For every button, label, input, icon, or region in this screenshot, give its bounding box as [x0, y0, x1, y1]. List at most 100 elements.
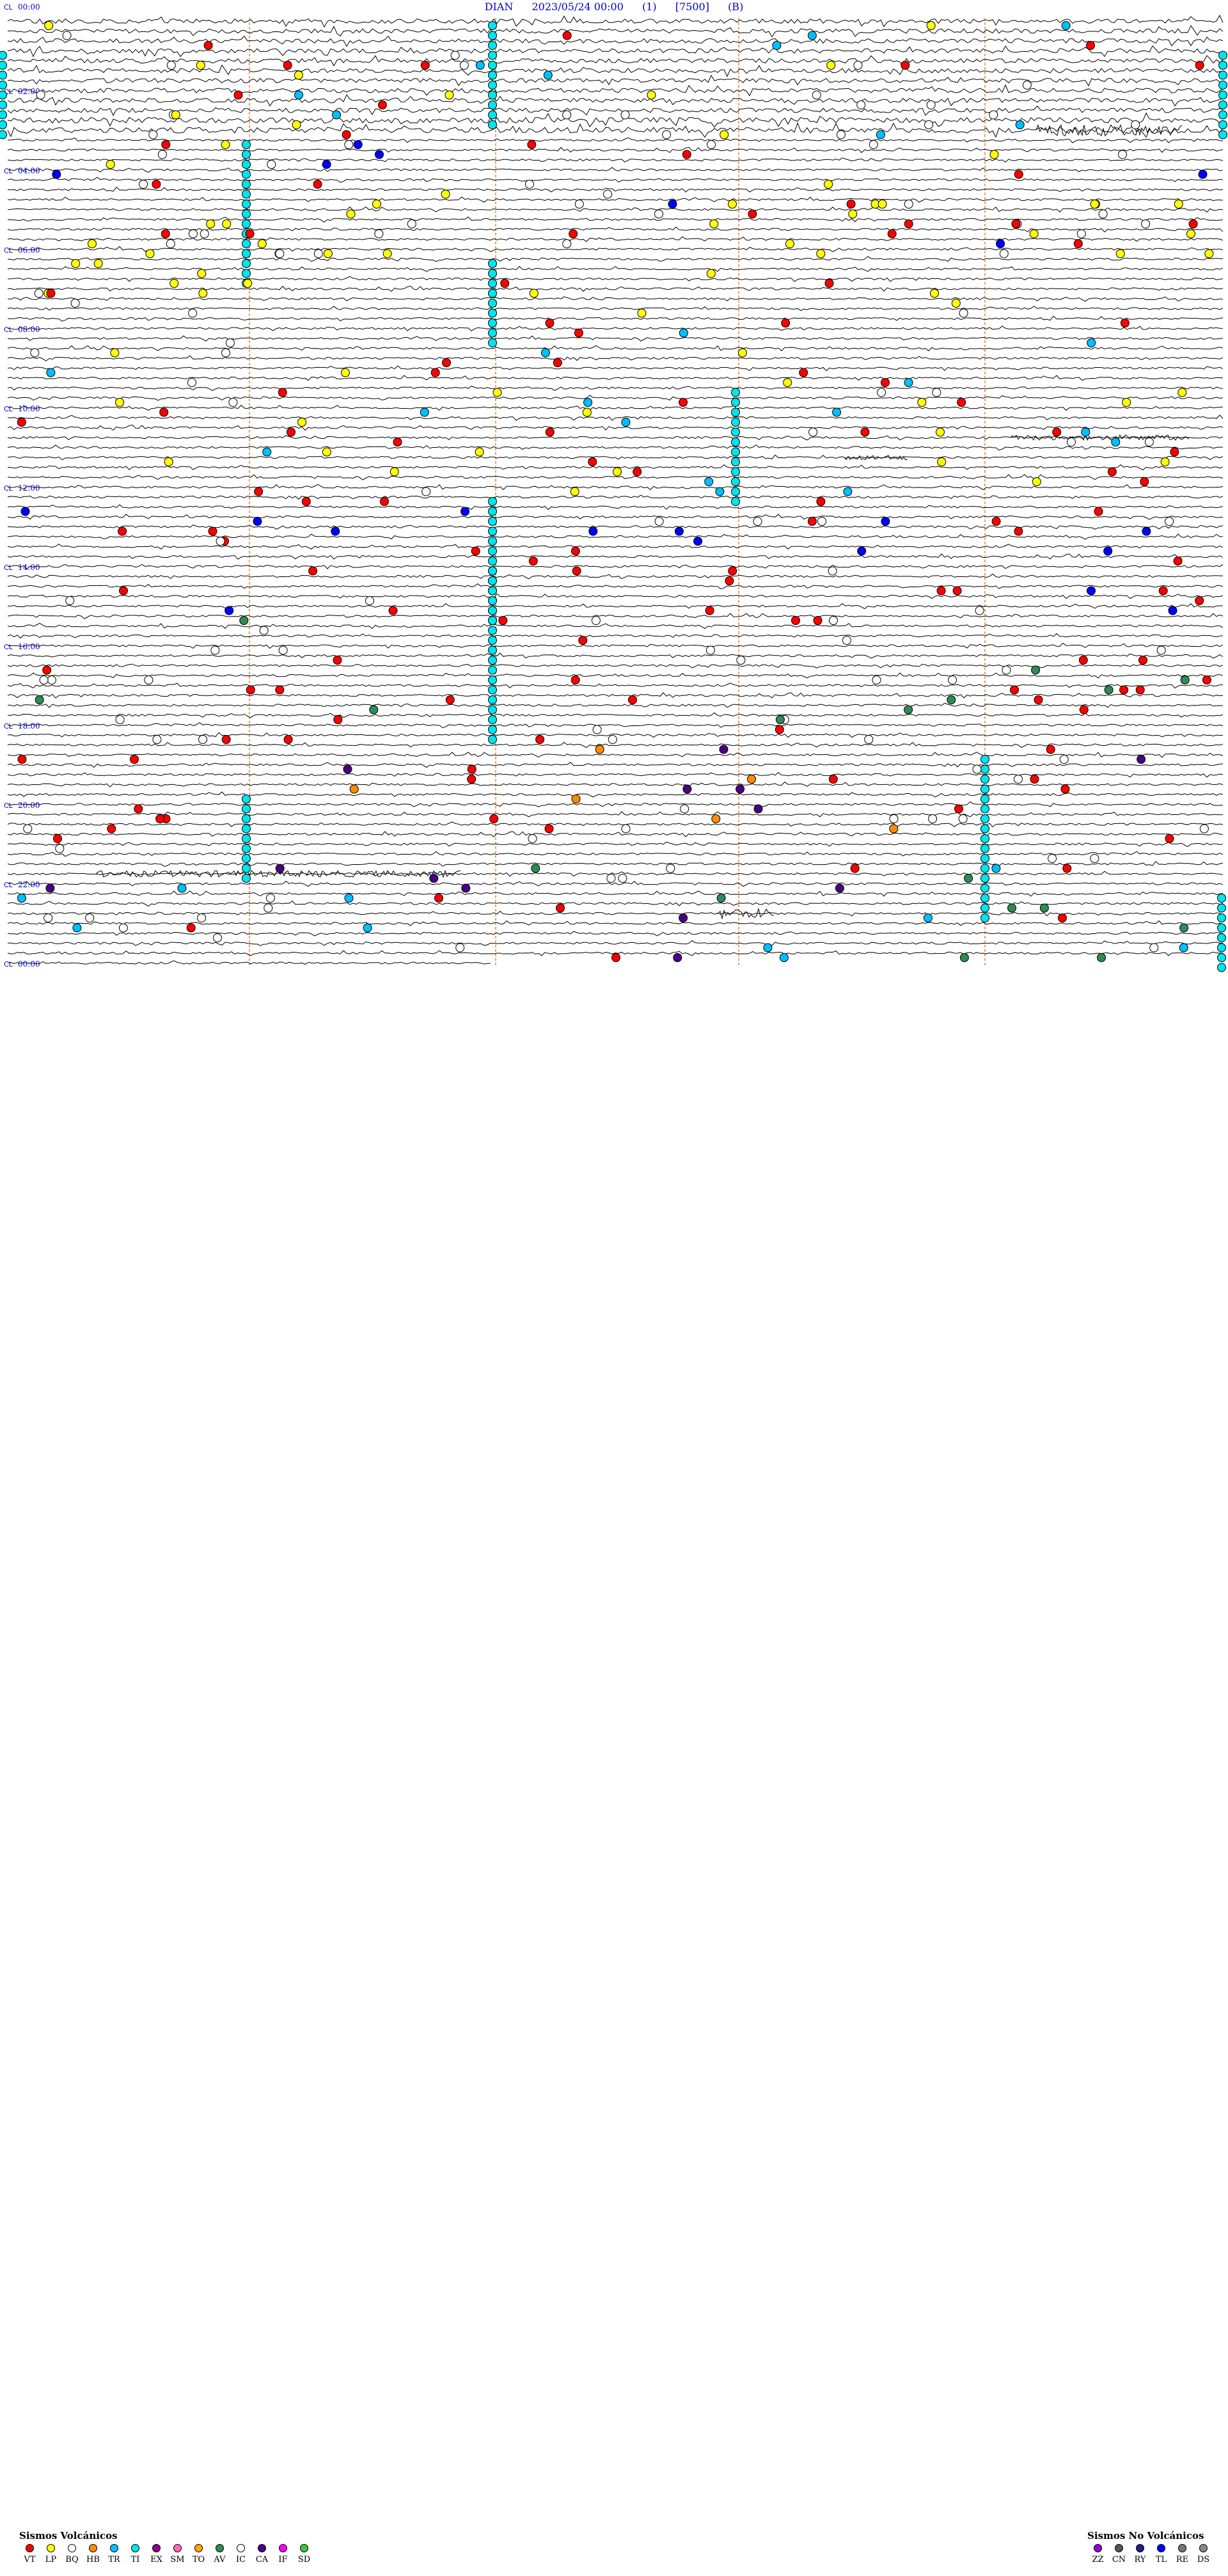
event-marker-ti	[731, 497, 740, 506]
event-marker-ti	[242, 200, 251, 209]
event-marker-vt	[393, 438, 402, 446]
event-marker-bq	[39, 676, 49, 684]
event-marker-bq	[812, 90, 821, 100]
event-marker-bq	[999, 249, 1009, 258]
legend-swatch	[300, 2544, 308, 2552]
event-marker-ti	[488, 636, 497, 645]
legend-label: TR	[108, 2555, 120, 2564]
event-marker-lp	[917, 398, 927, 407]
event-marker-ti	[242, 814, 251, 823]
event-marker-ti	[0, 81, 7, 90]
event-marker-bq	[200, 229, 209, 239]
event-marker-ti	[1218, 51, 1227, 60]
event-marker-bq	[267, 160, 276, 169]
event-marker-bq	[836, 130, 846, 139]
legend-volcanic: Sismos Volcánicos VT LP BQ HB TR TI EX SM TO AV IC…	[19, 2530, 315, 2564]
event-marker-ti	[1218, 81, 1227, 90]
event-marker-tr	[1111, 438, 1121, 446]
event-marker-bq	[197, 913, 207, 922]
event-marker-bq	[228, 398, 238, 407]
trace-line	[7, 335, 1224, 342]
legend-item-ex: EX	[146, 2544, 167, 2564]
event-marker-vt	[186, 923, 196, 933]
event-marker-lp	[1160, 457, 1170, 466]
event-marker-vt	[1120, 319, 1130, 328]
event-marker-ti	[242, 864, 251, 873]
event-marker-vt	[553, 358, 562, 367]
legend-label: IF	[278, 2555, 288, 2564]
trace-line	[7, 860, 1224, 867]
event-marker-bq	[591, 616, 601, 625]
event-marker-tl	[857, 546, 867, 556]
event-marker-ti	[980, 784, 989, 794]
event-marker-lp	[1177, 388, 1187, 397]
event-marker-vt	[850, 864, 860, 873]
event-marker-ti	[731, 418, 740, 427]
event-marker-vt	[130, 755, 139, 764]
event-marker-vt	[556, 903, 565, 913]
legend-label: RE	[1176, 2555, 1189, 2564]
trace-line	[7, 285, 1224, 292]
trace-line	[7, 652, 1224, 659]
event-marker-bq	[1090, 854, 1099, 863]
trace-line	[7, 226, 1224, 233]
event-marker-ca	[736, 784, 745, 794]
event-marker-lp	[169, 279, 179, 288]
trace-line	[7, 246, 1224, 253]
event-marker-tl	[674, 526, 684, 536]
event-marker-vt	[1158, 586, 1168, 596]
event-marker-ti	[1217, 894, 1226, 903]
event-marker-ca	[275, 864, 285, 873]
event-marker-bq	[904, 200, 913, 209]
event-marker-vt	[957, 398, 966, 407]
event-marker-tr	[807, 31, 817, 40]
event-marker-ti	[980, 903, 989, 913]
event-marker-bq	[152, 735, 162, 744]
trace-line	[7, 900, 1224, 907]
event-marker-vt	[500, 279, 510, 288]
title-datetime: 2023/05/24 00:00	[531, 1, 624, 13]
event-marker-tl	[693, 537, 703, 546]
event-marker-av	[1180, 676, 1190, 684]
event-marker-bq	[43, 913, 53, 922]
event-marker-ti	[488, 725, 497, 734]
event-marker-lp	[115, 398, 125, 407]
legend-swatch	[1157, 2544, 1165, 2552]
event-marker-ti	[488, 328, 497, 338]
trace-line	[7, 256, 1224, 262]
event-marker-vt	[377, 100, 387, 109]
trace-line	[7, 106, 1224, 116]
legend-label: EX	[150, 2555, 162, 2564]
event-marker-bq	[139, 180, 148, 189]
event-marker-vt	[904, 219, 913, 228]
legend-item-lp: LP	[40, 2544, 61, 2564]
event-marker-vt	[471, 546, 480, 556]
event-marker-ti	[242, 150, 251, 159]
event-marker-lp	[110, 348, 120, 358]
trace-line	[7, 424, 1224, 431]
trace-line	[7, 841, 1224, 847]
trace-line	[7, 315, 1224, 322]
event-marker-bq	[972, 764, 982, 774]
trace-line	[7, 55, 1224, 67]
legend-nonvolcanic: Sismos No Volcánicos ZZ CN RY TL RE DS	[1087, 2530, 1214, 2564]
event-marker-vt	[705, 606, 714, 615]
legend-item-zz: ZZ	[1087, 2544, 1108, 2564]
legend-item-vt: VT	[19, 2544, 40, 2564]
event-marker-lp	[1122, 398, 1131, 407]
hour-label: 20:00	[18, 801, 40, 810]
event-marker-bq	[736, 656, 746, 665]
trace-line	[7, 940, 1224, 946]
event-marker-vt	[278, 388, 287, 397]
trace-line	[7, 514, 1224, 520]
event-burst	[716, 907, 775, 920]
event-marker-bq	[1014, 775, 1023, 784]
event-marker-ti	[980, 764, 989, 774]
event-marker-ti	[0, 110, 7, 120]
event-marker-bq	[924, 120, 934, 129]
event-marker-lp	[475, 447, 484, 457]
event-marker-ti	[1217, 933, 1226, 942]
event-marker-vt	[588, 457, 597, 466]
event-marker-tr	[876, 130, 885, 139]
trace-line	[7, 633, 1224, 639]
